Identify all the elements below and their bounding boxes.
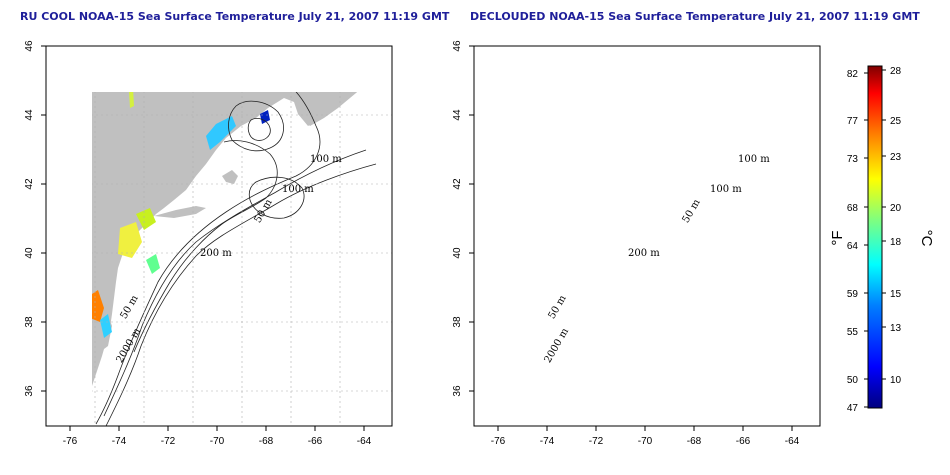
left-map-panel: 100 m 100 m 50 m 200 m 50 m 2000 m -76 -… (24, 40, 393, 447)
colorbar-c-label: 15 (890, 289, 902, 300)
left-contour-label: 200 m (200, 248, 232, 259)
fahrenheit-unit-label: °F (829, 230, 846, 245)
right-contour-label: 100 m (738, 154, 770, 165)
left-x-tick: -74 (112, 436, 127, 447)
right-contour-label: 100 m (710, 184, 742, 195)
right-y-tick: 40 (452, 247, 463, 259)
left-x-tick: -70 (210, 436, 225, 447)
left-map-title: RU COOL NOAA-15 Sea Surface Temperature … (20, 10, 450, 23)
right-x-tick: -72 (589, 436, 604, 447)
right-x-axis (497, 426, 793, 431)
colorbar: 82 77 73 68 64 59 55 50 47 28 25 23 20 1… (829, 65, 935, 414)
colorbar-f-label: 55 (847, 327, 859, 338)
left-contour-label: 100 m (282, 184, 314, 195)
colorbar-f-label: 77 (847, 116, 859, 127)
right-x-tick: -64 (785, 436, 800, 447)
left-y-tick: 38 (24, 316, 35, 328)
right-y-tick: 36 (452, 385, 463, 397)
right-map-frame (473, 45, 821, 427)
colorbar-f-label: 64 (847, 241, 859, 252)
right-y-axis (469, 45, 474, 392)
right-y-tick: 38 (452, 316, 463, 328)
left-y-tick: 44 (24, 109, 35, 121)
right-x-tick: -76 (491, 436, 506, 447)
right-x-tick: -70 (638, 436, 653, 447)
left-x-tick: -68 (259, 436, 274, 447)
right-x-tick: -66 (736, 436, 751, 447)
colorbar-c-label: 20 (890, 203, 902, 214)
left-y-axis (41, 45, 46, 392)
right-x-tick: -68 (687, 436, 702, 447)
left-y-tick: 36 (24, 385, 35, 397)
right-map-title: DECLOUDED NOAA-15 Sea Surface Temperatur… (470, 10, 920, 23)
colorbar-f-ticks (864, 72, 868, 408)
right-y-tick: 46 (452, 40, 463, 52)
colorbar-f-label: 73 (847, 154, 859, 165)
colorbar-c-label: 13 (890, 323, 902, 334)
colorbar-c-label: 10 (890, 375, 902, 386)
left-x-tick: -76 (63, 436, 78, 447)
right-y-tick: 42 (452, 178, 463, 190)
colorbar-f-label: 50 (847, 375, 859, 386)
left-x-tick: -64 (357, 436, 372, 447)
colorbar-gradient (867, 65, 883, 409)
colorbar-c-label: 18 (890, 237, 902, 248)
colorbar-f-label: 68 (847, 203, 859, 214)
left-contour-label: 100 m (310, 154, 342, 165)
right-contour-label: 200 m (628, 248, 660, 259)
left-y-tick: 46 (24, 40, 35, 52)
colorbar-c-label: 23 (890, 152, 902, 163)
left-x-tick: -72 (161, 436, 176, 447)
left-y-tick: 42 (24, 178, 35, 190)
colorbar-f-label: 59 (847, 289, 859, 300)
left-map-frame (45, 45, 393, 427)
colorbar-f-label: 82 (847, 69, 859, 80)
colorbar-c-ticks (882, 69, 886, 380)
right-ocean (474, 46, 820, 426)
right-x-tick: -74 (540, 436, 555, 447)
right-y-tick: 44 (452, 109, 463, 121)
colorbar-f-label: 47 (847, 403, 859, 414)
right-map-panel: 100 m 100 m 50 m 200 m 50 m 2000 m -76 -… (452, 40, 821, 447)
celsius-unit-label: °C (918, 230, 935, 247)
colorbar-c-label: 28 (890, 66, 902, 77)
left-x-tick: -66 (308, 436, 323, 447)
left-x-axis (69, 426, 365, 431)
left-y-tick: 40 (24, 247, 35, 259)
colorbar-c-label: 25 (890, 116, 902, 127)
